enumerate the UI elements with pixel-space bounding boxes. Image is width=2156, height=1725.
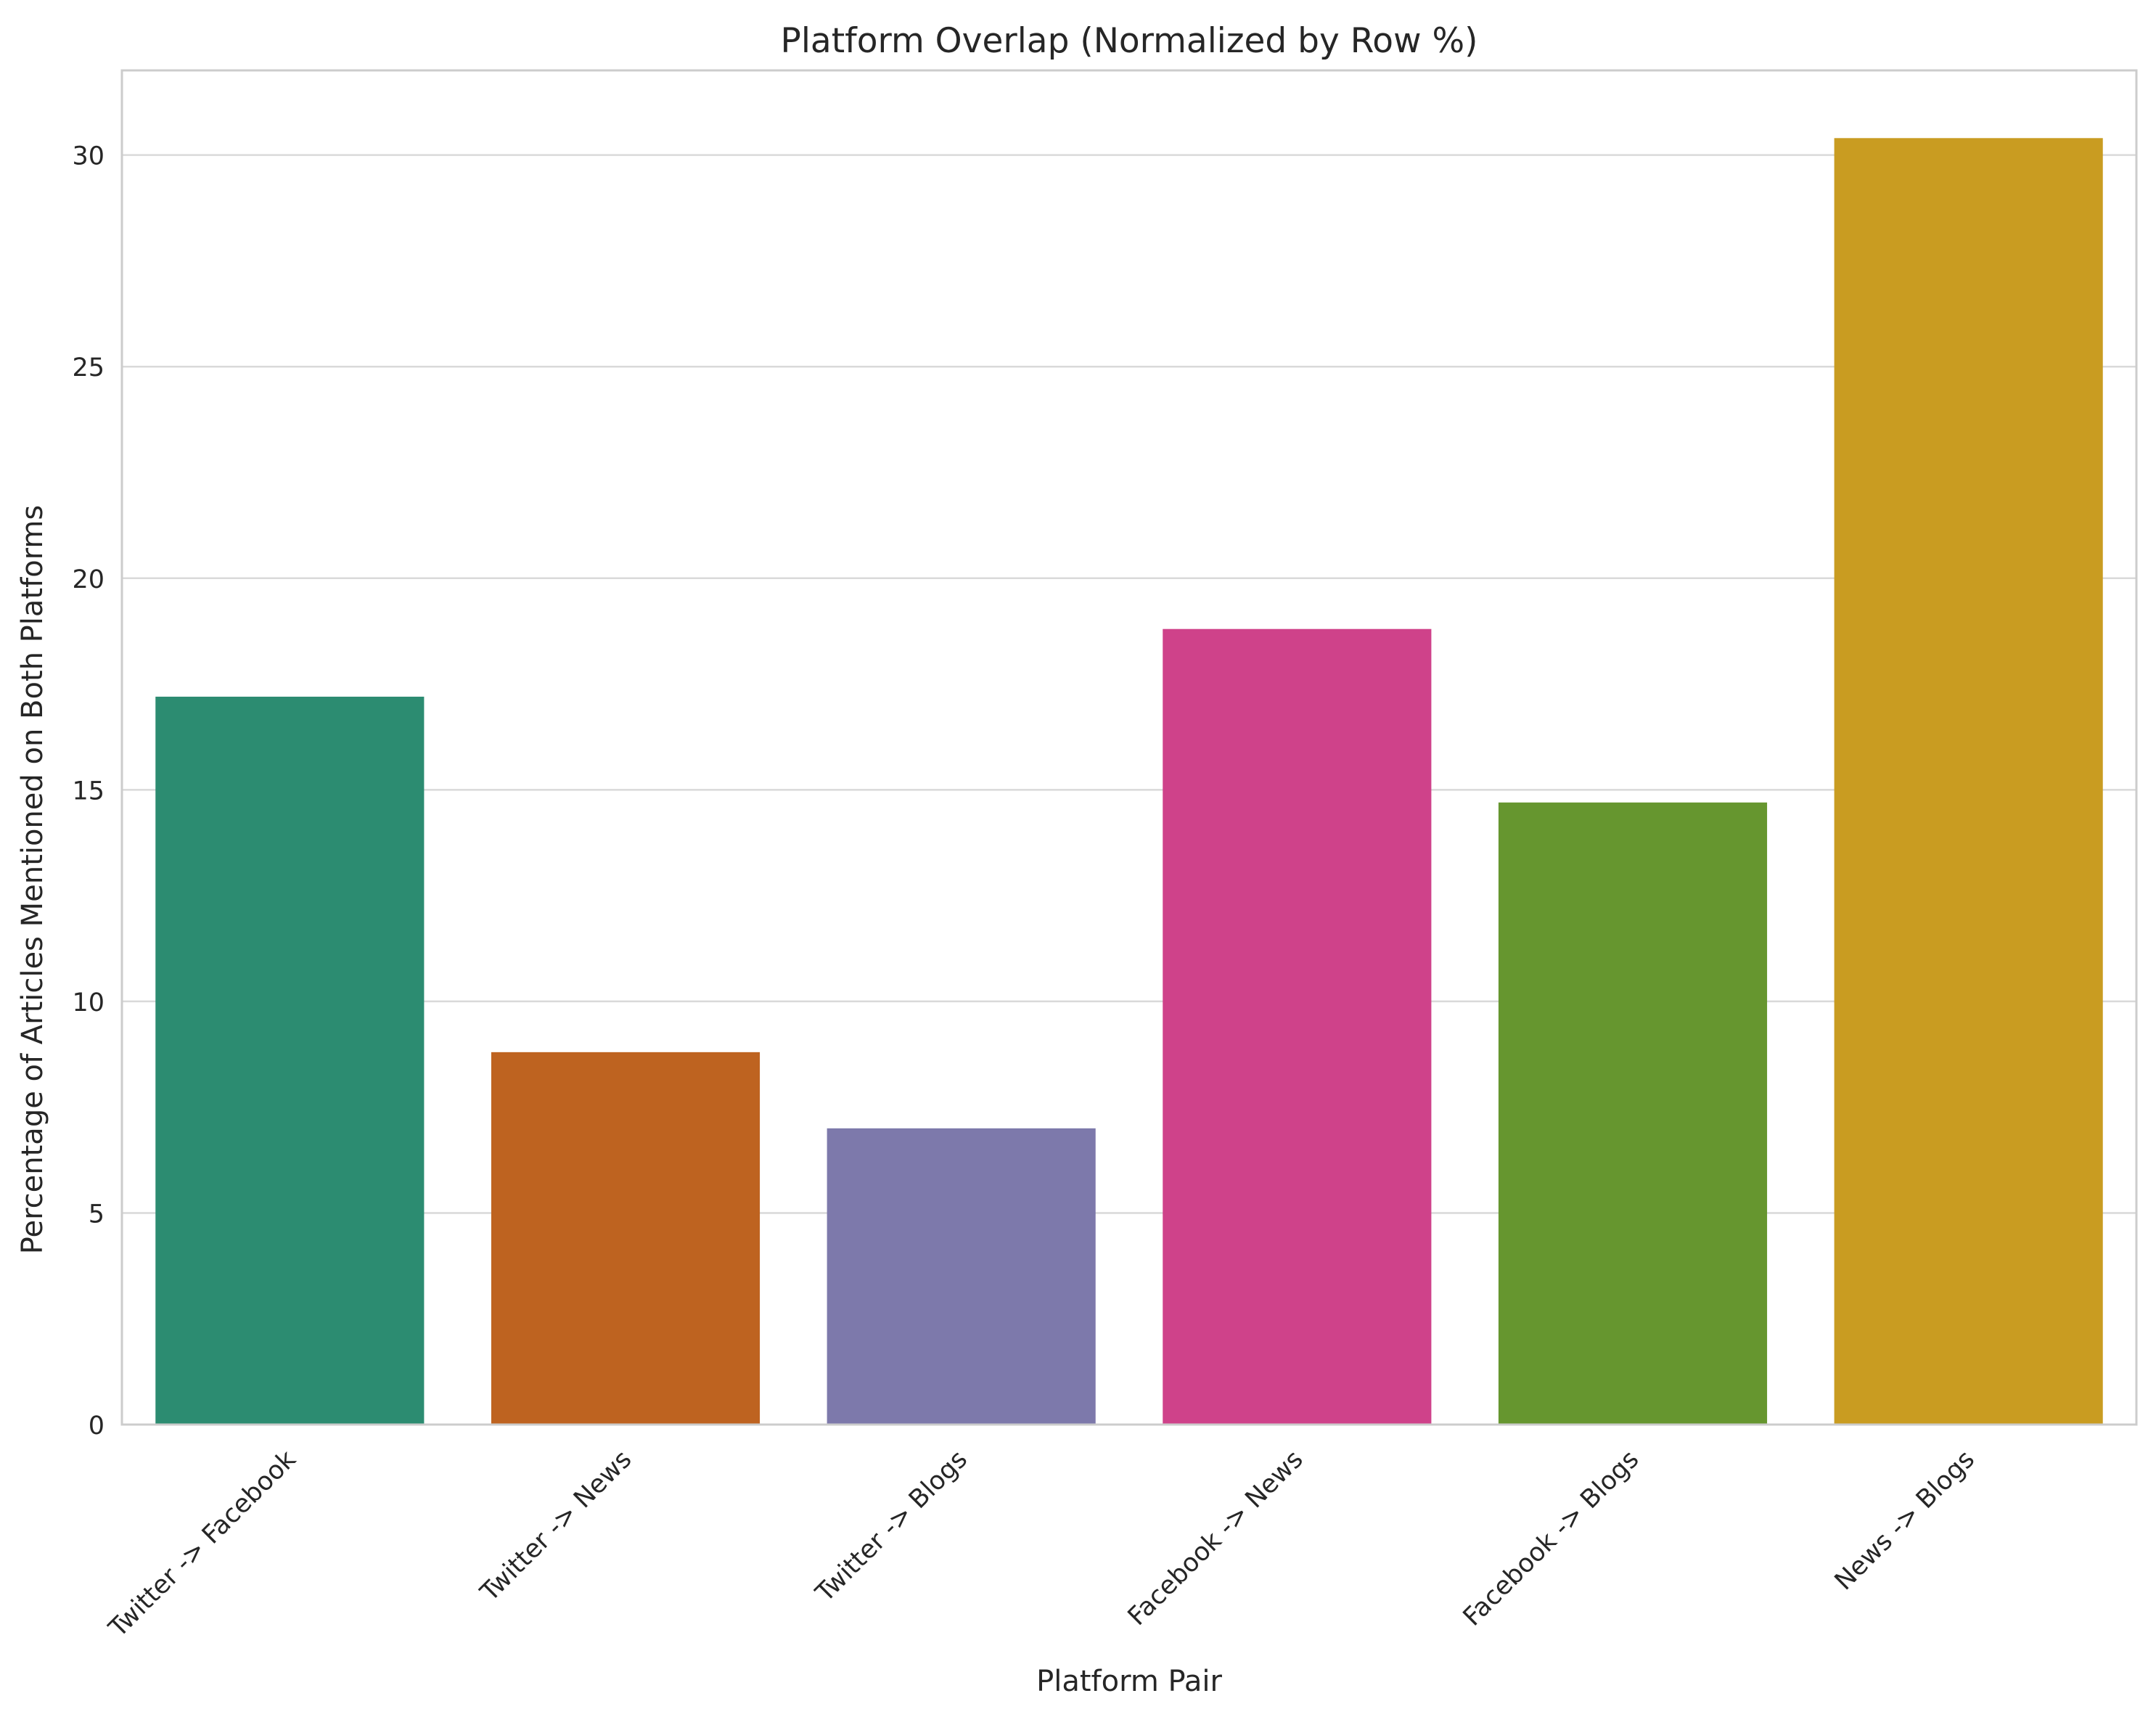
- y-tick-label: 25: [72, 353, 104, 382]
- bar: [155, 697, 425, 1425]
- axes-frame: [120, 69, 2138, 1426]
- bar: [1498, 802, 1768, 1425]
- y-tick-label: 10: [72, 988, 104, 1017]
- y-tick-label: 15: [72, 777, 104, 806]
- y-tick-label: 5: [89, 1200, 104, 1229]
- y-tick-label: 20: [72, 565, 104, 594]
- bar: [1163, 628, 1432, 1425]
- bar: [491, 1052, 761, 1425]
- bars: [155, 138, 2103, 1425]
- y-tick-labels: 0 5 10 15 20 25 30: [72, 142, 104, 1441]
- bar: [1834, 138, 2103, 1425]
- bar: [827, 1128, 1096, 1425]
- grid-lines: [122, 154, 2136, 1214]
- chart-title: Platform Overlap (Normalized by Row %): [781, 21, 1478, 61]
- x-axis-label: Platform Pair: [1036, 1665, 1222, 1698]
- y-axis-label: Percentage of Articles Mentioned on Both…: [16, 505, 49, 1254]
- y-tick-label: 30: [72, 142, 104, 171]
- y-tick-label: 0: [89, 1411, 104, 1441]
